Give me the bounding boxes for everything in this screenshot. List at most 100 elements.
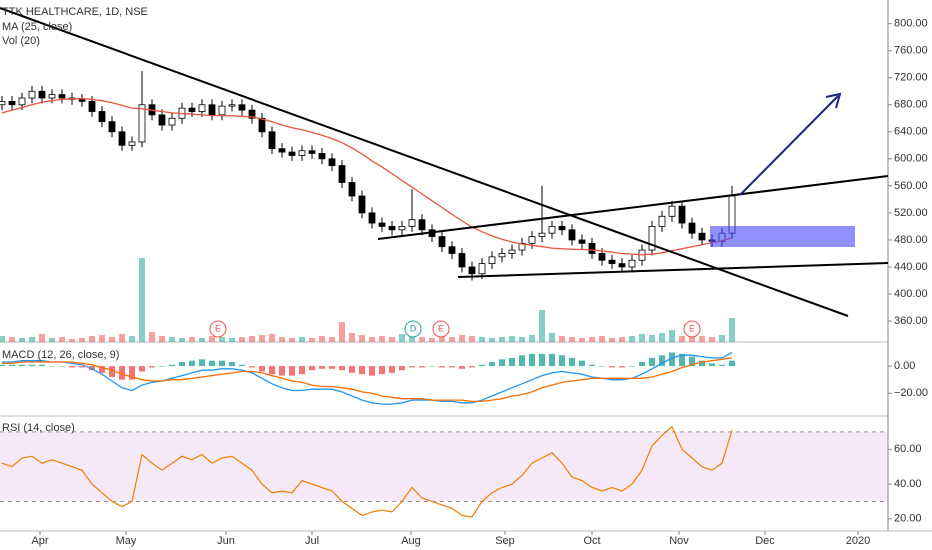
histogram-bar <box>79 366 85 368</box>
x-tick-label: Jul <box>305 535 319 547</box>
volume-bar <box>249 336 255 342</box>
candle-body <box>688 222 696 234</box>
histogram-bar <box>129 366 135 380</box>
candle-body <box>358 195 366 214</box>
y-tick-label: 760.00 <box>894 45 928 57</box>
volume-bar <box>639 334 645 342</box>
candle-body <box>608 259 616 264</box>
volume-bar <box>119 334 125 342</box>
volume-legend: Vol (20) <box>2 35 40 47</box>
candle-body <box>18 97 26 106</box>
histogram-bar <box>549 353 555 367</box>
candle-body <box>668 205 676 217</box>
histogram-bar <box>589 364 595 367</box>
y-tick-label: 400.00 <box>894 288 928 300</box>
volume-bar <box>659 333 665 342</box>
candle-body <box>238 104 246 111</box>
candle-body <box>478 263 486 275</box>
candle-body <box>228 104 236 107</box>
candle-body <box>408 219 416 227</box>
volume-bar <box>159 336 165 342</box>
candle-body <box>518 242 526 251</box>
histogram-bar <box>509 357 515 367</box>
histogram-bar <box>529 353 535 367</box>
candle-body <box>98 111 106 123</box>
volume-bar <box>199 338 205 342</box>
histogram-bar <box>599 366 605 367</box>
event-marker <box>209 320 227 338</box>
histogram-bar <box>519 355 525 367</box>
volume-bar <box>459 335 465 342</box>
x-tick-label: May <box>116 535 137 547</box>
y-tick-label: 520.00 <box>894 207 928 219</box>
y-tick-label: 640.00 <box>894 126 928 138</box>
histogram-bar <box>29 364 35 367</box>
histogram-bar <box>279 366 285 376</box>
volume-bar <box>539 310 545 342</box>
volume-bar <box>549 333 555 342</box>
y-tick-label: 60.00 <box>894 443 922 455</box>
candle-body <box>368 212 376 224</box>
volume-bar <box>489 338 495 342</box>
candle-body <box>58 94 66 99</box>
volume-bar <box>89 336 95 342</box>
histogram-bar <box>299 366 305 375</box>
marks: 360.00 400.00 440.00 480.00 520.00 560.00 600.… <box>0 18 928 547</box>
histogram-bar <box>309 366 315 371</box>
volume-bar <box>79 338 85 342</box>
histogram-bar <box>199 359 205 367</box>
volume-bar <box>599 336 605 342</box>
candle-body <box>558 226 566 231</box>
volume-bar <box>49 338 55 342</box>
histogram-bar <box>499 359 505 367</box>
volume-bar <box>9 337 15 342</box>
volume-bar <box>519 337 525 342</box>
x-tick-label: Oct <box>583 535 600 547</box>
histogram-bar <box>59 366 65 367</box>
histogram-bar <box>119 366 125 380</box>
volume-bar <box>619 337 625 342</box>
volume-bar <box>179 338 185 342</box>
candle-body <box>448 246 456 254</box>
volume-bar <box>589 337 595 342</box>
rsi-line <box>1 425 733 518</box>
arrow-head <box>825 92 842 109</box>
candle-body <box>188 107 196 112</box>
histogram-bar <box>0 364 5 367</box>
candle-body <box>78 98 86 102</box>
y-tick-label: 440.00 <box>894 261 928 273</box>
y-tick-label: 40.00 <box>894 478 922 490</box>
volume-bar <box>359 335 365 342</box>
histogram-bar <box>679 353 685 367</box>
histogram-bar <box>269 366 275 375</box>
volume-bar <box>439 336 445 342</box>
event-label: E <box>689 323 695 333</box>
volume-bar <box>469 336 475 342</box>
volume-bar <box>409 336 415 342</box>
volume-bar <box>509 336 515 342</box>
histogram-bar <box>709 363 715 367</box>
volume-bar <box>309 338 315 342</box>
histogram-bar <box>369 366 375 376</box>
rsi-title: RSI (14, close) <box>2 422 75 434</box>
volume-bar <box>209 336 215 342</box>
histogram-bar <box>149 366 155 368</box>
volume-bar <box>709 337 715 342</box>
candle-body <box>328 158 336 166</box>
histogram-bar <box>579 360 585 367</box>
x-tick-label: Jun <box>217 535 235 547</box>
volume-bar <box>379 336 385 342</box>
histogram-bar <box>449 366 455 368</box>
volume-bar <box>0 336 5 342</box>
histogram-bar <box>569 357 575 367</box>
candle-body <box>678 205 686 224</box>
candle-body <box>138 104 146 143</box>
event-marker <box>404 320 422 338</box>
histogram-bar <box>469 366 475 368</box>
ma-legend: MA (25, close) <box>2 21 72 33</box>
candle-body <box>88 100 96 112</box>
volume-bar <box>499 337 505 342</box>
y-tick-label: 480.00 <box>894 234 928 246</box>
candle-body <box>648 226 656 251</box>
candle-body <box>28 90 36 99</box>
